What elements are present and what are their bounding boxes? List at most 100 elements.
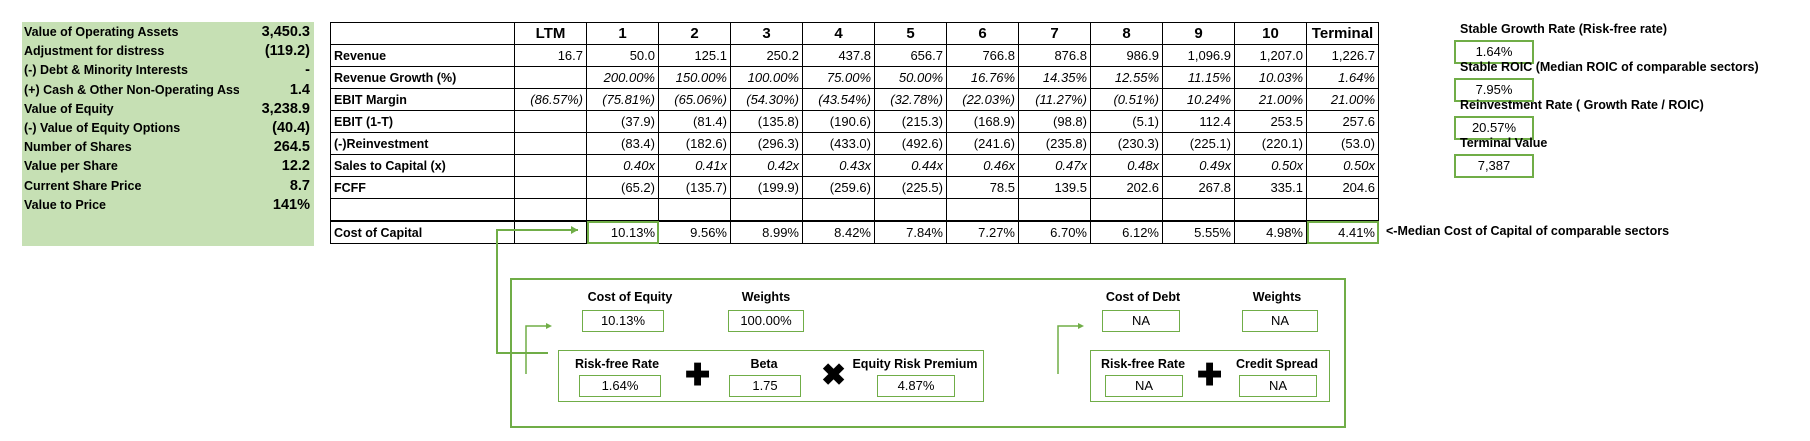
table-cell: 4.98%: [1234, 220, 1307, 244]
assumption-value: 20.57%: [1454, 116, 1534, 140]
table-cell: (199.9): [730, 176, 803, 199]
beta-label: Beta: [750, 357, 778, 371]
debt-weight-label: Weights: [1252, 290, 1302, 304]
column-header: 1: [586, 22, 659, 45]
cost-of-equity-components: Risk-free Rate 1.64% ✚ Beta 1.75 ✖ Equit…: [558, 350, 984, 402]
table-cell: (0.51%): [1090, 88, 1163, 111]
table-cell: (225.5): [874, 176, 947, 199]
table-cell: 656.7: [874, 44, 947, 67]
table-cell: (492.6): [874, 132, 947, 155]
table-cell: (5.1): [1090, 110, 1163, 133]
table-cell: 10.13%: [586, 220, 659, 244]
summary-value: 1.4: [289, 81, 310, 98]
table-cell: 202.6: [1090, 176, 1163, 199]
table-cell: 766.8: [946, 44, 1019, 67]
table-cell: 6.70%: [1018, 220, 1091, 244]
table-cell: (22.03%): [946, 88, 1019, 111]
table-cell: 8.42%: [802, 220, 875, 244]
plus-icon: ✚: [1197, 359, 1223, 392]
summary-value: 8.7: [289, 177, 310, 194]
summary-row: Value of Operating Assets 3,450.3: [22, 22, 314, 44]
summary-value: (40.4): [272, 120, 310, 136]
cost-of-debt-value: NA: [1102, 310, 1180, 332]
equity-risk-premium-label: Equity Risk Premium: [852, 357, 978, 371]
empty-cell: [1234, 198, 1307, 221]
row-label: EBIT Margin: [330, 88, 515, 111]
table-cell: 1,226.7: [1306, 44, 1379, 67]
summary-label: Value of Equity: [24, 101, 114, 116]
table-cell: 10.03%: [1234, 66, 1307, 89]
empty-cell: [1306, 198, 1379, 221]
cost-of-equity-value: 10.13%: [582, 310, 664, 332]
debt-weight-value: NA: [1242, 310, 1318, 332]
table-cell: 0.44x: [874, 154, 947, 177]
table-cell: (259.6): [802, 176, 875, 199]
table-cell: (190.6): [802, 110, 875, 133]
cost-of-debt-label: Cost of Debt: [1105, 290, 1181, 304]
table-cell: 5.55%: [1162, 220, 1235, 244]
table-cell: 8.99%: [730, 220, 803, 244]
table-cell: 7.84%: [874, 220, 947, 244]
table-cell: 14.35%: [1018, 66, 1091, 89]
empty-cell: [1090, 198, 1163, 221]
row-label: Revenue Growth (%): [330, 66, 515, 89]
column-header: Terminal: [1306, 22, 1379, 45]
debt-risk-free-rate-value: NA: [1105, 375, 1183, 397]
summary-label: (-) Debt & Minority Interests: [24, 63, 188, 78]
table-cell: 12.55%: [1090, 66, 1163, 89]
column-header: 6: [946, 22, 1019, 45]
summary-label: Number of Shares: [24, 140, 132, 155]
summary-label: Value to Price: [24, 197, 106, 212]
table-cell: 0.42x: [730, 154, 803, 177]
spacer-row: [330, 198, 1379, 221]
table-row: Revenue Growth (%) 200.00% 150.00% 100.00% 7…: [330, 66, 1379, 89]
assumption-label: Stable ROIC (Median ROIC of comparable s…: [1460, 60, 1759, 74]
summary-row: Value per Share 12.2: [22, 156, 314, 178]
empty-cell: [1018, 198, 1091, 221]
table-cell: 0.40x: [586, 154, 659, 177]
table-cell: (182.6): [658, 132, 731, 155]
table-cell: [514, 66, 587, 89]
summary-row: Adjustment for distress (119.2): [22, 41, 314, 63]
table-cell: 257.6: [1306, 110, 1379, 133]
column-header: 4: [802, 22, 875, 45]
table-cell: 267.8: [1162, 176, 1235, 199]
table-cell: [514, 220, 587, 244]
table-row: Revenue 16.7 50.0 125.1 250.2 437.8 656.7 766.8…: [330, 44, 1379, 67]
summary-value: 12.2: [281, 158, 310, 175]
table-row: EBIT (1-T) (37.9) (81.4) (135.8) (190.6) (215…: [330, 110, 1379, 133]
plus-icon: ✚: [685, 359, 711, 392]
table-cell: (296.3): [730, 132, 803, 155]
column-header: 3: [730, 22, 803, 45]
summary-value: (119.2): [264, 43, 310, 60]
cost-of-debt-components: Risk-free Rate NA ✚ Credit Spread NA: [1090, 350, 1330, 402]
summary-label: (-) Value of Equity Options: [24, 121, 181, 135]
table-cell: (433.0): [802, 132, 875, 155]
summary-label: Value of Operating Assets: [24, 25, 179, 39]
summary-row: (-) Value of Equity Options (40.4): [22, 118, 314, 140]
summary-value: 141%: [272, 196, 310, 213]
equity-weight-label: Weights: [741, 290, 791, 304]
column-header: 7: [1018, 22, 1091, 45]
table-row: FCFF (65.2) (135.7) (199.9) (259.6) (225.5) 78…: [330, 176, 1379, 199]
table-cell: 6.12%: [1090, 220, 1163, 244]
table-cell: (220.1): [1234, 132, 1307, 155]
table-cell: 986.9: [1090, 44, 1163, 67]
empty-cell: [1162, 198, 1235, 221]
summary-label: Value per Share: [24, 159, 118, 174]
empty-cell: [330, 198, 515, 221]
row-label: Revenue: [330, 44, 515, 67]
table-row: (-)Reinvestment (83.4) (182.6) (296.3) (433.…: [330, 132, 1379, 155]
cost-of-equity-label: Cost of Equity: [587, 290, 673, 304]
summary-row: Number of Shares 264.5: [22, 137, 314, 159]
table-cell: 0.41x: [658, 154, 731, 177]
table-cell: 11.15%: [1162, 66, 1235, 89]
column-header: 2: [658, 22, 731, 45]
assumption-label: Terminal Value: [1460, 136, 1548, 150]
table-cell: (37.9): [586, 110, 659, 133]
empty-cell: [802, 198, 875, 221]
table-cell: [514, 176, 587, 199]
row-label: Sales to Capital (x): [330, 154, 515, 177]
table-cell: 1.64%: [1306, 66, 1379, 89]
table-cell: 4.41%: [1306, 220, 1379, 244]
